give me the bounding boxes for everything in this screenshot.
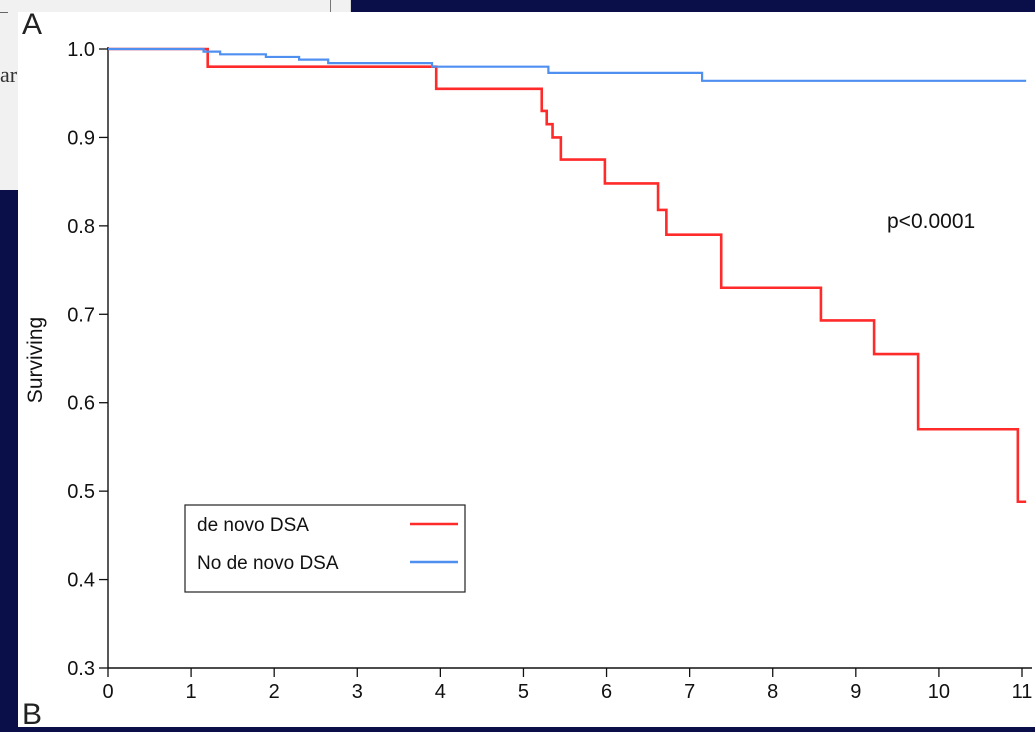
x-tick-label: 1 <box>186 681 197 703</box>
x-tick-label: 4 <box>435 681 446 703</box>
y-tick-label: 0.7 <box>67 304 95 326</box>
series-layer <box>108 47 1027 504</box>
legend-label-de-novo-dsa: de novo DSA <box>197 515 309 536</box>
x-tick-label: 10 <box>928 681 950 703</box>
x-tick-label: 7 <box>684 681 695 703</box>
y-axis-title: Surviving <box>24 317 47 403</box>
x-tick-label: 0 <box>102 681 113 703</box>
plot-panel <box>18 12 1035 727</box>
x-tick-label: 8 <box>767 681 778 703</box>
x-tick-label: 3 <box>352 681 363 703</box>
p-value-annotation: p<0.0001 <box>887 210 975 233</box>
legend: de novo DSA No de novo DSA <box>184 504 466 593</box>
y-tick-label: 0.3 <box>67 658 95 680</box>
x-tick-label: 11 <box>1012 681 1033 703</box>
paper-text-fragment: ar <box>0 62 18 87</box>
panel-label-a: A <box>22 8 43 41</box>
y-tick-label: 0.4 <box>67 570 95 592</box>
x-tick-label: 9 <box>850 681 861 703</box>
axes: 0.3 0.4 0.5 0.6 0.7 0.8 0.9 1.0 0 1 2 3 4 5 6 7 8 9 10 11 <box>67 39 1032 703</box>
panel-label-b: B <box>22 698 43 731</box>
y-tick-label: 1.0 <box>67 39 95 61</box>
legend-box <box>184 504 466 593</box>
legend-label-no-de-novo-dsa: No de novo DSA <box>197 553 339 574</box>
x-tick-label: 2 <box>269 681 280 703</box>
paper-rule-line <box>0 12 8 13</box>
series-line-de-novo-dsa <box>108 47 1027 504</box>
series-line-no-de-novo-dsa <box>108 47 1027 82</box>
paper-tick-mark <box>330 0 331 12</box>
y-tick-label: 0.9 <box>67 127 95 149</box>
y-tick-label: 0.8 <box>67 216 95 238</box>
x-tick-label: 5 <box>518 681 529 703</box>
y-tick-label: 0.5 <box>67 481 95 503</box>
y-tick-label: 0.6 <box>67 393 95 415</box>
x-tick-label: 6 <box>601 681 612 703</box>
